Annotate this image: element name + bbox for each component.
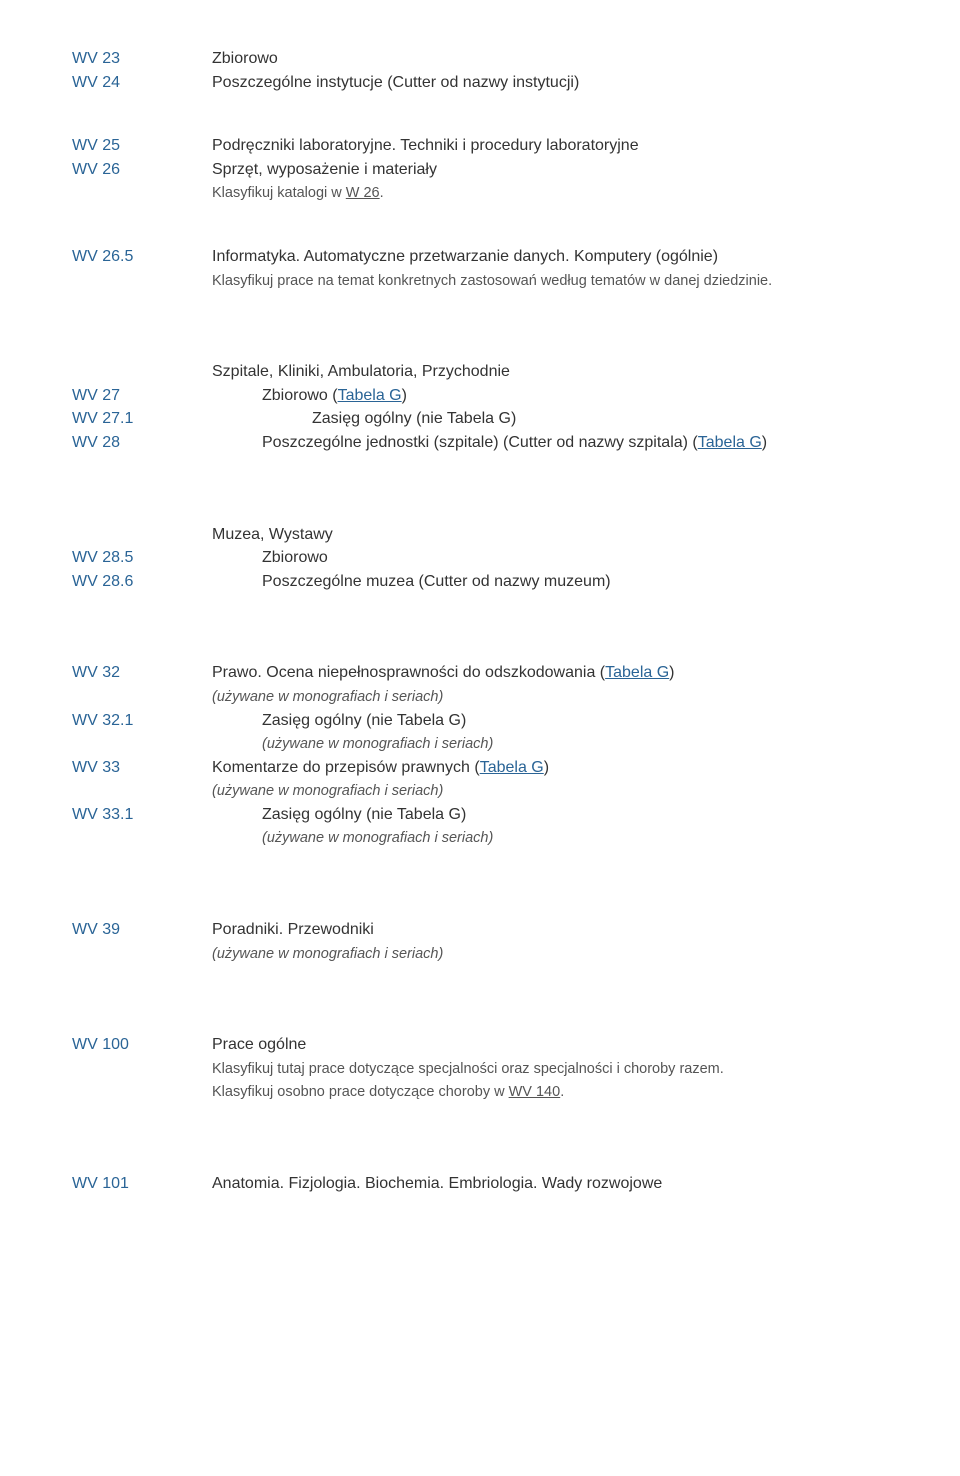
entry-code: WV 32.1 xyxy=(72,710,212,732)
entry-row: WV 24 Poszczególne instytucje (Cutter od… xyxy=(72,72,888,94)
entry-note-row: Klasyfikuj tutaj prace dotyczące specjal… xyxy=(72,1058,888,1080)
entry-note-link[interactable]: W 26 xyxy=(346,185,380,201)
entry-code: WV 23 xyxy=(72,48,212,70)
entry-code: WV 24 xyxy=(72,72,212,94)
entry-note: (używane w monografiach i seriach) xyxy=(212,689,443,705)
entry-note: (używane w monografiach i seriach) xyxy=(262,736,493,752)
entry-note-link[interactable]: WV 140 xyxy=(509,1084,561,1100)
section-heading: Muzea, Wystawy xyxy=(212,524,888,546)
entry-note-row: Klasyfikuj osobno prace dotyczące chorob… xyxy=(72,1081,888,1103)
entry-note: (używane w monografiach i seriach) xyxy=(212,946,443,962)
entry-text: Poszczególne instytucje (Cutter od nazwy… xyxy=(212,72,888,94)
entry-row: WV 28.5 Zbiorowo xyxy=(72,547,888,569)
entry-note: Klasyfikuj osobno prace dotyczące chorob… xyxy=(212,1084,509,1100)
entry-code: WV 28 xyxy=(72,432,212,454)
entry-row: WV 26 Sprzęt, wyposażenie i materiały xyxy=(72,159,888,181)
entry-code: WV 32 xyxy=(72,662,212,684)
entry-note: (używane w monografiach i seriach) xyxy=(262,830,493,846)
entry-code: WV 39 xyxy=(72,919,212,941)
entry-text: Prace ogólne xyxy=(212,1034,888,1056)
entry-text: Anatomia. Fizjologia. Biochemia. Embriol… xyxy=(212,1173,888,1195)
entry-note: . xyxy=(560,1084,564,1100)
entry-link[interactable]: Tabela G xyxy=(338,387,402,404)
entry-note-row: (używane w monografiach i seriach) xyxy=(72,827,888,849)
entry-note-row: (używane w monografiach i seriach) xyxy=(72,780,888,802)
entry-note-row: (używane w monografiach i seriach) xyxy=(72,943,888,965)
entry-code: WV 33.1 xyxy=(72,804,212,826)
entry-note: . xyxy=(380,185,384,201)
entry-code: WV 27 xyxy=(72,385,212,407)
entry-code: WV 28.6 xyxy=(72,571,212,593)
entry-link[interactable]: Tabela G xyxy=(605,664,669,681)
entry-note: Klasyfikuj tutaj prace dotyczące specjal… xyxy=(212,1061,724,1077)
entry-note-row: Klasyfikuj prace na temat konkretnych za… xyxy=(72,270,888,292)
entry-note-row: Klasyfikuj katalogi w W 26. xyxy=(72,182,888,204)
entry-code: WV 27.1 xyxy=(72,408,212,430)
entry-text: Poradniki. Przewodniki xyxy=(212,919,888,941)
entry-row: WV 39 Poradniki. Przewodniki xyxy=(72,919,888,941)
entry-row: WV 100 Prace ogólne xyxy=(72,1034,888,1056)
entry-code: WV 28.5 xyxy=(72,547,212,569)
entry-text: Poszczególne jednostki (szpitale) (Cutte… xyxy=(212,432,888,454)
entry-text-pre: Komentarze do przepisów prawnych ( xyxy=(212,759,480,776)
entry-row: WV 33 Komentarze do przepisów prawnych (… xyxy=(72,757,888,779)
entry-note-row: (używane w monografiach i seriach) xyxy=(72,686,888,708)
entry-text-pre: Zbiorowo ( xyxy=(262,387,338,404)
entry-text-post: ) xyxy=(402,387,407,404)
entry-text-post: ) xyxy=(762,434,767,451)
entry-text: Poszczególne muzea (Cutter od nazwy muze… xyxy=(212,571,888,593)
entry-text: Zasięg ogólny (nie Tabela G) xyxy=(212,710,888,732)
entry-row: WV 27.1 Zasięg ogólny (nie Tabela G) xyxy=(72,408,888,430)
entry-text: Zasięg ogólny (nie Tabela G) xyxy=(212,408,888,430)
entry-text-post: ) xyxy=(544,759,549,776)
entry-code: WV 25 xyxy=(72,135,212,157)
entry-code: WV 100 xyxy=(72,1034,212,1056)
entry-text: Podręczniki laboratoryjne. Techniki i pr… xyxy=(212,135,888,157)
entry-text-pre: Poszczególne jednostki (szpitale) (Cutte… xyxy=(262,434,698,451)
entry-row: WV 101 Anatomia. Fizjologia. Biochemia. … xyxy=(72,1173,888,1195)
entry-row: WV 25 Podręczniki laboratoryjne. Technik… xyxy=(72,135,888,157)
entry-note-row: (używane w monografiach i seriach) xyxy=(72,733,888,755)
entry-link[interactable]: Tabela G xyxy=(698,434,762,451)
entry-text: Zbiorowo (Tabela G) xyxy=(212,385,888,407)
entry-code: WV 101 xyxy=(72,1173,212,1195)
entry-note: Klasyfikuj prace na temat konkretnych za… xyxy=(212,273,772,289)
entry-text: Prawo. Ocena niepełnosprawności do odszk… xyxy=(212,662,888,684)
entry-text: Komentarze do przepisów prawnych (Tabela… xyxy=(212,757,888,779)
entry-row: WV 27 Zbiorowo (Tabela G) xyxy=(72,385,888,407)
entry-row: WV 23 Zbiorowo xyxy=(72,48,888,70)
entry-code: WV 33 xyxy=(72,757,212,779)
entry-text: Informatyka. Automatyczne przetwarzanie … xyxy=(212,246,888,268)
entry-code: WV 26 xyxy=(72,159,212,181)
entry-row: WV 28.6 Poszczególne muzea (Cutter od na… xyxy=(72,571,888,593)
entry-row: WV 28 Poszczególne jednostki (szpitale) … xyxy=(72,432,888,454)
entry-text: Zbiorowo xyxy=(212,547,888,569)
section-heading: Szpitale, Kliniki, Ambulatoria, Przychod… xyxy=(212,361,888,383)
entry-row: WV 32 Prawo. Ocena niepełnosprawności do… xyxy=(72,662,888,684)
entry-text: Zbiorowo xyxy=(212,48,888,70)
entry-text: Zasięg ogólny (nie Tabela G) xyxy=(212,804,888,826)
entry-text: Sprzęt, wyposażenie i materiały xyxy=(212,159,888,181)
entry-note: (używane w monografiach i seriach) xyxy=(212,783,443,799)
entry-text-pre: Prawo. Ocena niepełnosprawności do odszk… xyxy=(212,664,605,681)
entry-code: WV 26.5 xyxy=(72,246,212,268)
entry-link[interactable]: Tabela G xyxy=(480,759,544,776)
entry-row: WV 33.1 Zasięg ogólny (nie Tabela G) xyxy=(72,804,888,826)
entry-text-post: ) xyxy=(669,664,674,681)
section-heading-row: Muzea, Wystawy xyxy=(72,524,888,546)
entry-row: WV 32.1 Zasięg ogólny (nie Tabela G) xyxy=(72,710,888,732)
entry-note: Klasyfikuj katalogi w xyxy=(212,185,346,201)
entry-row: WV 26.5 Informatyka. Automatyczne przetw… xyxy=(72,246,888,268)
section-heading-row: Szpitale, Kliniki, Ambulatoria, Przychod… xyxy=(72,361,888,383)
